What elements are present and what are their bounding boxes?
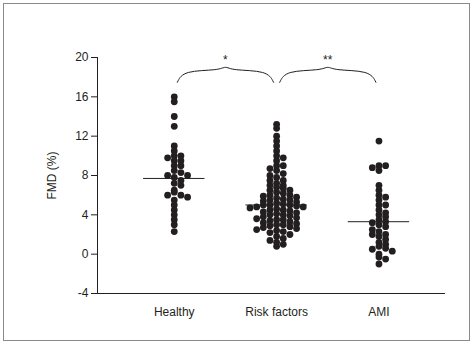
svg-text:-4: -4 [78,286,89,300]
svg-text:**: ** [323,53,333,67]
svg-text:Healthy: Healthy [154,305,195,319]
svg-text:AMI: AMI [368,305,389,319]
svg-text:12: 12 [75,129,89,143]
svg-text:*: * [223,53,228,67]
svg-text:0: 0 [82,247,89,261]
svg-text:Risk factors: Risk factors [245,305,308,319]
svg-text:8: 8 [82,168,89,182]
svg-text:16: 16 [75,90,89,104]
svg-text:4: 4 [82,208,89,222]
svg-text:FMD (%): FMD (%) [45,152,59,200]
svg-text:20: 20 [75,50,89,64]
